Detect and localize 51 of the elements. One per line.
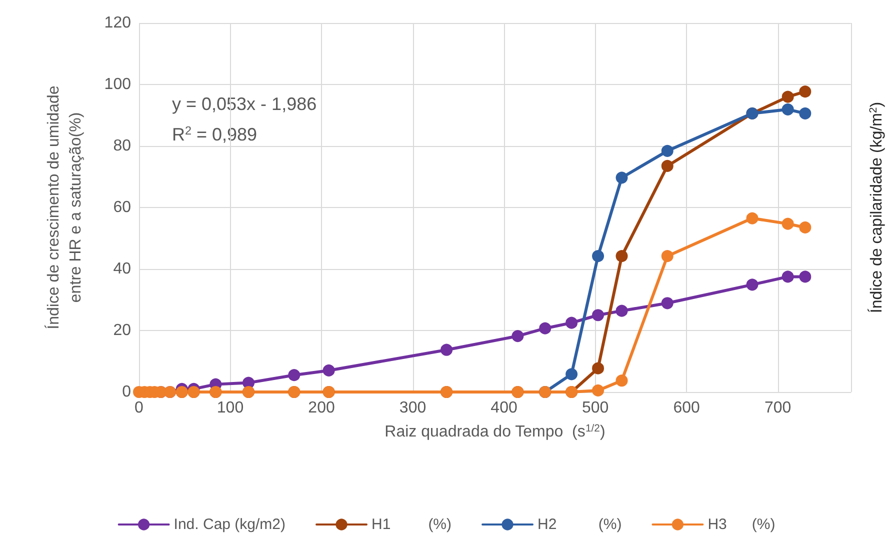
y-tick-label: 120 — [104, 14, 132, 32]
legend-label: Ind. Cap (kg/m2) — [174, 516, 286, 533]
y-tick-label: 40 — [113, 260, 132, 278]
y2-axis-title: Índice de capilaridade (kg/m2) — [868, 102, 886, 314]
point — [799, 107, 812, 120]
point — [566, 368, 578, 380]
point — [746, 278, 758, 291]
point — [799, 221, 812, 234]
y-tick-label: 80 — [113, 138, 132, 154]
y-tick-label: 60 — [113, 199, 132, 216]
legend-label: H3 (%) — [708, 516, 776, 533]
point — [782, 218, 794, 230]
point — [566, 316, 578, 329]
point — [592, 362, 604, 374]
point — [782, 90, 794, 103]
point — [661, 160, 674, 172]
point — [592, 250, 604, 262]
point — [512, 330, 524, 342]
x-tick-label: 300 — [399, 400, 426, 416]
point — [539, 322, 552, 334]
y-tick-label: 100 — [104, 76, 132, 93]
point — [288, 369, 300, 382]
point — [592, 384, 604, 396]
y-axis-title: Índice de crescimento de umidade entre HR e a saturação(%) — [44, 86, 84, 330]
point — [616, 304, 628, 317]
point — [799, 270, 812, 283]
point — [322, 364, 335, 376]
point — [616, 172, 628, 184]
x-tick-label: 200 — [308, 400, 335, 416]
x-tick-label: 500 — [582, 400, 609, 416]
annotation: y = 0,053x - 1,986 — [172, 94, 317, 114]
point — [616, 374, 628, 387]
legend-label: H1 (%) — [372, 516, 452, 533]
point — [661, 297, 674, 310]
point — [592, 309, 604, 322]
x-tick-label: 400 — [490, 400, 518, 416]
point — [746, 212, 758, 224]
point — [616, 250, 628, 262]
y-tick-label: 20 — [113, 322, 132, 339]
x-tick-label: 100 — [216, 400, 244, 416]
point — [440, 344, 453, 356]
x-tick-label: 0 — [134, 400, 144, 416]
x-tick-label: 600 — [673, 400, 700, 416]
legend-label: H2 (%) — [538, 516, 622, 533]
point — [661, 250, 674, 262]
point — [782, 103, 794, 116]
point — [799, 86, 812, 98]
point — [782, 270, 794, 283]
y-tick-label: 0 — [122, 384, 132, 400]
x-tick-label: 700 — [764, 400, 792, 416]
point — [661, 144, 674, 157]
